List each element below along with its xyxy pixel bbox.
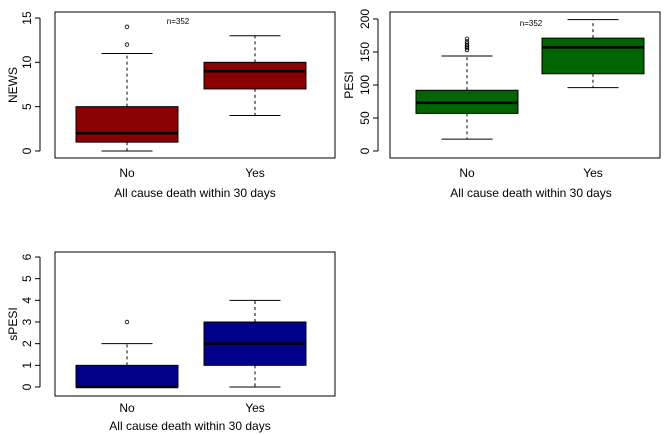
x-tick-label: No	[459, 166, 475, 180]
x-axis-label: All cause death within 30 days	[109, 419, 270, 433]
x-tick-label: Yes	[245, 166, 265, 180]
y-tick-label: 6	[20, 253, 34, 260]
panel-news: 0 5 10 15 No Yes All cause death within 30 …	[6, 11, 336, 200]
y-tick-label: 4	[20, 297, 34, 304]
y-axis-label: PESI	[342, 71, 356, 98]
y-axis: 0 50 100 150 200	[358, 9, 379, 154]
sample-size-annotation: n=352	[167, 17, 190, 26]
y-tick-label: 150	[358, 42, 372, 62]
x-tick-label: Yes	[583, 166, 603, 180]
panel-spesi: 0 1 2 3 4 5 6 No Yes All cause death within 30…	[6, 251, 336, 433]
outlier-point	[464, 41, 470, 46]
x-tick-label: No	[119, 166, 135, 180]
box-yes	[203, 35, 307, 117]
y-tick-label: 1	[20, 362, 34, 369]
x-tick-label: No	[119, 401, 135, 415]
y-tick-label: 200	[358, 9, 372, 29]
outlier-point	[124, 319, 130, 325]
y-tick-label: 0	[20, 147, 34, 154]
y-tick-label: 15	[20, 11, 34, 25]
y-axis-label: sPESI	[6, 307, 20, 340]
outlier-point	[464, 36, 470, 41]
iqr-box	[541, 37, 645, 75]
x-axis-label: All cause death within 30 days	[114, 186, 275, 200]
plot-frame	[54, 251, 336, 397]
outlier-point	[124, 24, 130, 30]
box-layer	[415, 19, 645, 140]
sample-size-annotation: n=352	[520, 19, 543, 28]
x-tick-label: Yes	[245, 401, 265, 415]
box-layer	[75, 24, 307, 152]
box-yes	[541, 19, 645, 89]
y-axis: 0 1 2 3 4 5 6	[20, 253, 41, 390]
y-tick-label: 3	[20, 318, 34, 325]
y-axis: 0 5 10 15	[20, 11, 41, 154]
outlier-point	[464, 39, 470, 44]
y-tick-label: 0	[20, 383, 34, 390]
iqr-box	[75, 364, 179, 388]
y-axis-label: NEWS	[6, 67, 20, 103]
outlier-point	[464, 45, 470, 51]
plot-frame	[389, 11, 661, 159]
y-tick-label: 0	[358, 147, 372, 154]
y-tick-label: 10	[20, 55, 34, 69]
y-tick-label: 5	[20, 103, 34, 110]
box-yes	[203, 299, 307, 388]
box-no	[75, 24, 179, 152]
iqr-box	[203, 61, 307, 90]
x-axis-label: All cause death within 30 days	[450, 186, 611, 200]
y-tick-label: 100	[358, 75, 372, 95]
box-layer	[75, 299, 307, 389]
plot-frame	[54, 11, 336, 159]
y-tick-label: 5	[20, 275, 34, 282]
box-no	[75, 319, 179, 389]
y-tick-label: 2	[20, 340, 34, 347]
iqr-box	[75, 106, 179, 143]
y-tick-label: 50	[358, 111, 372, 125]
panel-pesi: 0 50 100 150 200 No Yes All cause death with…	[342, 9, 661, 200]
outlier-point	[124, 42, 130, 47]
box-no	[415, 36, 519, 140]
